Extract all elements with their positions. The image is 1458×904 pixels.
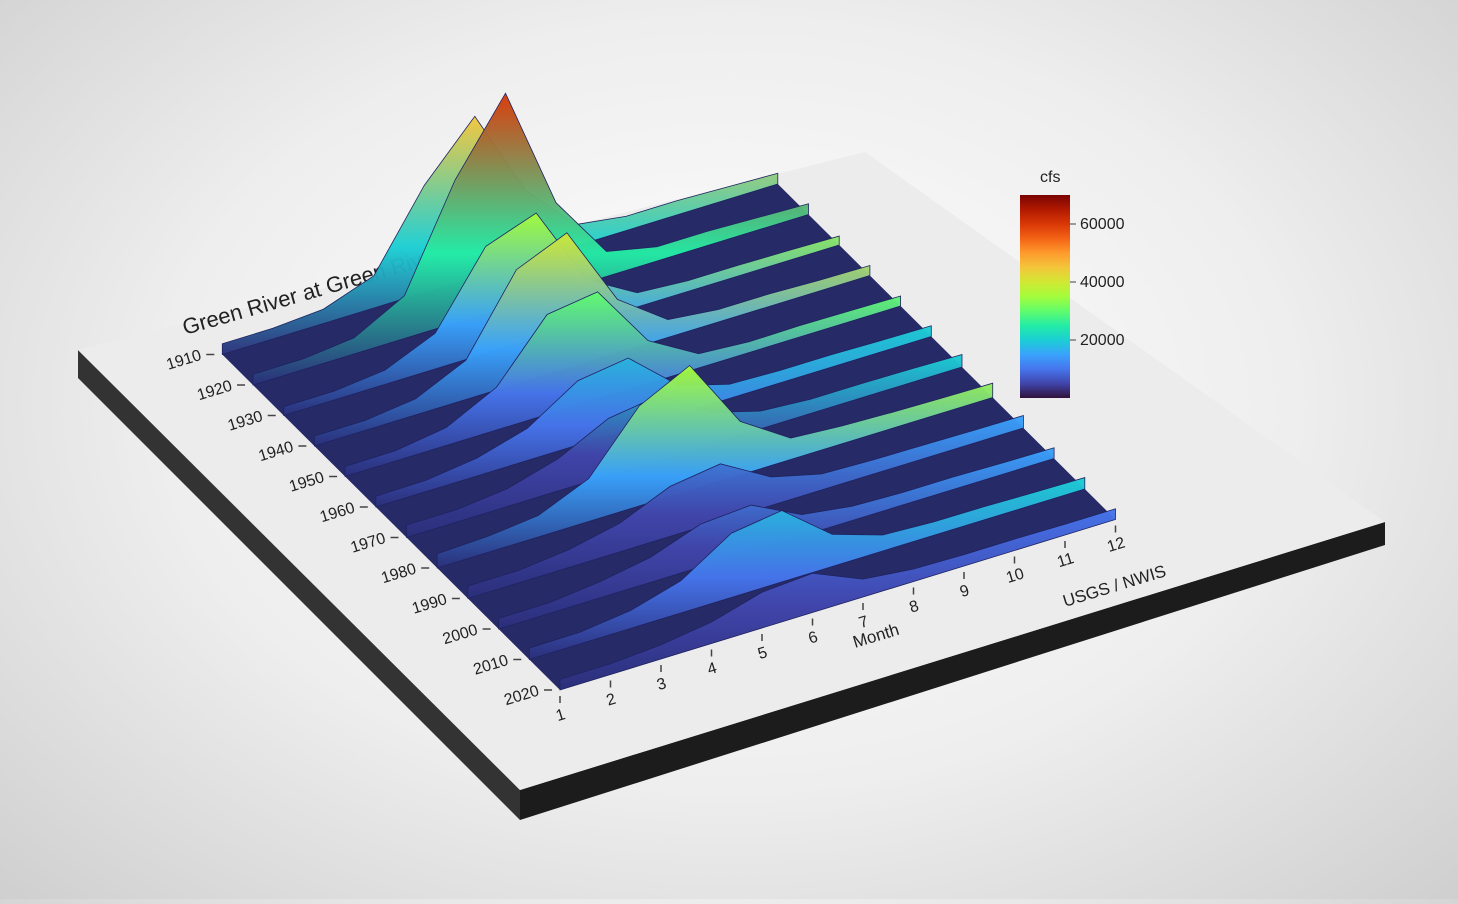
slab-side <box>520 522 1385 820</box>
ridge <box>559 508 1116 691</box>
colorbar-tick-label: 40000 <box>1080 274 1125 291</box>
ridge <box>528 477 1086 661</box>
colorbar-tick-label: 20000 <box>1080 332 1125 349</box>
x-tick-label: 10 <box>1004 565 1026 586</box>
slab-side <box>78 350 520 820</box>
x-tick-label: 11 <box>1055 550 1076 571</box>
colorbar-tick-label: 60000 <box>1080 216 1125 233</box>
x-tick-label: 12 <box>1105 534 1127 555</box>
colorbar-title: cfs <box>1040 169 1060 186</box>
colorbar <box>1020 195 1070 398</box>
